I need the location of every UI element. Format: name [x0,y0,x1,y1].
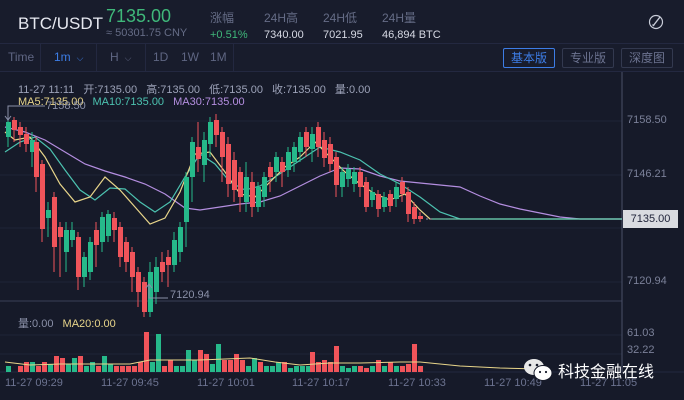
palette-icon[interactable] [648,14,664,30]
chevron-down-icon: ⌵ [124,53,132,63]
interval-1m-dropdown[interactable]: 1m ⌵ [54,50,84,64]
divider [233,44,234,72]
pro-version-button[interactable]: 专业版 [562,48,615,68]
divider [96,44,97,72]
legend-volume: 量:0.00 [334,84,371,96]
stat-value: 46,894 BTC [382,29,441,41]
legend-low: 低:7135.00 [209,84,263,96]
stat-value: 7340.00 [264,29,304,41]
x-axis-tick: 11-27 10:33 [388,377,446,389]
kline-chart[interactable]: 11-27 11:11 开:7135.00 高:7135.00 低:7135.0… [0,72,684,400]
stat-24h-high: 24H高 7340.00 [264,9,304,41]
stat-24h-volume: 24H量 46,894 BTC [382,9,441,41]
chevron-down-icon: ⌵ [76,53,84,63]
x-axis-tick: 11-27 09:29 [5,377,63,389]
time-label: Time [8,50,35,64]
x-axis-tick: 11-27 11:05 [580,377,638,389]
volume-axis-tick: 32.22 [627,344,655,356]
basic-version-button[interactable]: 基本版 [503,48,556,68]
legend-time: 11-27 11:11 [18,84,75,96]
legend-ma30: MA30:7135.00 [173,96,245,108]
ticker-header: BTC/USDT 7135.00 ≈ 50301.75 CNY 涨幅 +0.51… [0,0,684,44]
interval-label: H [110,50,119,64]
interval-1w[interactable]: 1W [181,50,199,64]
y-axis-tick: 7158.50 [627,114,667,126]
stat-label: 24H低 [323,11,358,25]
stat-24h-low: 24H低 7021.95 [323,9,363,41]
interval-hour-dropdown[interactable]: H ⌵ [110,50,132,64]
low-marker-label: 7120.94 [170,289,210,301]
stat-value: +0.51% [210,29,248,41]
stat-label: 24H量 [382,11,417,25]
watermark: 科技金融在线 [522,357,654,383]
legend-ma5: MA5:7135.00 [18,96,84,108]
high-marker-label: 7158.50 [46,100,86,112]
y-axis-tick: 7120.94 [627,275,667,287]
watermark-text: 科技金融在线 [558,364,655,381]
interval-toolbar: Time 1m ⌵ H ⌵ 1D 1W 1M 基本版 专业版 深度图 [0,44,684,72]
last-price: 7135.00 [106,6,172,26]
interval-label: 1m [54,50,71,64]
ma-legend: MA5:7135.00 MA10:7135.00 MA30:7135.00 [18,96,251,108]
legend-high: 高:7135.00 [146,84,201,96]
ohlc-legend: 11-27 11:11 开:7135.00 高:7135.00 低:7135.0… [18,81,376,97]
x-axis-tick: 11-27 10:01 [197,377,255,389]
stat-change: 涨幅 +0.51% [210,9,248,41]
cny-equivalent: ≈ 50301.75 CNY [106,27,188,39]
chart-canvas[interactable] [0,72,684,400]
y-axis-tick: 7146.21 [627,168,667,180]
wechat-icon [524,359,553,381]
legend-vol-ma20: MA20:0.00 [62,318,116,330]
interval-1month[interactable]: 1M [210,50,227,64]
depth-chart-button[interactable]: 深度图 [621,48,674,68]
trading-pair[interactable]: BTC/USDT [18,14,103,33]
divider [145,44,146,72]
stat-label: 涨幅 [210,11,235,25]
legend-ma10: MA10:7135.00 [92,96,165,108]
current-price-tag: 7135.00 [623,210,678,228]
volume-legend: 量:0.00 MA20:0.00 [18,315,122,331]
legend-open: 开:7135.00 [83,84,138,96]
x-axis-tick: 11-27 10:49 [484,377,542,389]
legend-vol-value: 量:0.00 [18,318,54,330]
stat-label: 24H高 [264,11,299,25]
divider [40,44,41,72]
x-axis-tick: 11-27 10:17 [292,377,350,389]
interval-1d[interactable]: 1D [153,50,169,64]
legend-close: 收:7135.00 [272,84,326,96]
volume-axis-tick: 61.03 [627,327,655,339]
x-axis-tick: 11-27 09:45 [101,377,159,389]
stat-value: 7021.95 [323,29,363,41]
